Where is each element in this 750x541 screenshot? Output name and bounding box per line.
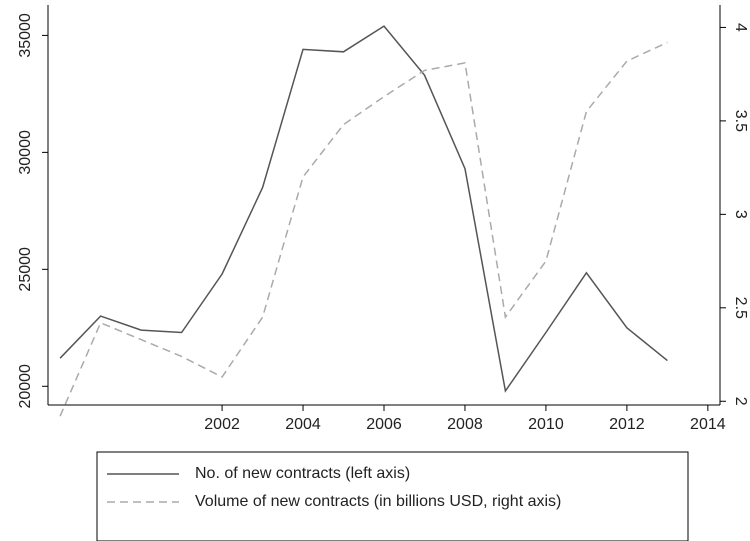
y2-tick-label: 2.5: [732, 297, 749, 319]
y2-tick-label: 2: [732, 397, 749, 406]
y2-tick-label: 3: [732, 210, 749, 219]
x-tick-label: 2002: [204, 416, 240, 433]
y-tick-label: 25000: [17, 247, 34, 292]
data-line: [59, 25, 668, 393]
x-tick-label: 2012: [609, 416, 645, 433]
y-tick-label: 35000: [17, 13, 34, 58]
y-tick-label: 20000: [17, 364, 34, 409]
x-tick-label: 2006: [366, 416, 402, 433]
data-line: [59, 41, 668, 417]
y2-tick-label: 3.5: [732, 110, 749, 132]
legend-label: No. of new contracts (left axis): [195, 465, 410, 482]
legend-label: Volume of new contracts (in billions USD…: [195, 493, 561, 510]
x-tick-label: 2010: [528, 416, 564, 433]
x-tick-label: 2004: [285, 416, 321, 433]
legend-box: [96, 451, 689, 541]
y2-tick-label: 4: [732, 23, 749, 32]
x-tick-label: 2014: [690, 416, 726, 433]
x-tick-label: 2008: [447, 416, 483, 433]
y-tick-label: 30000: [17, 130, 34, 175]
